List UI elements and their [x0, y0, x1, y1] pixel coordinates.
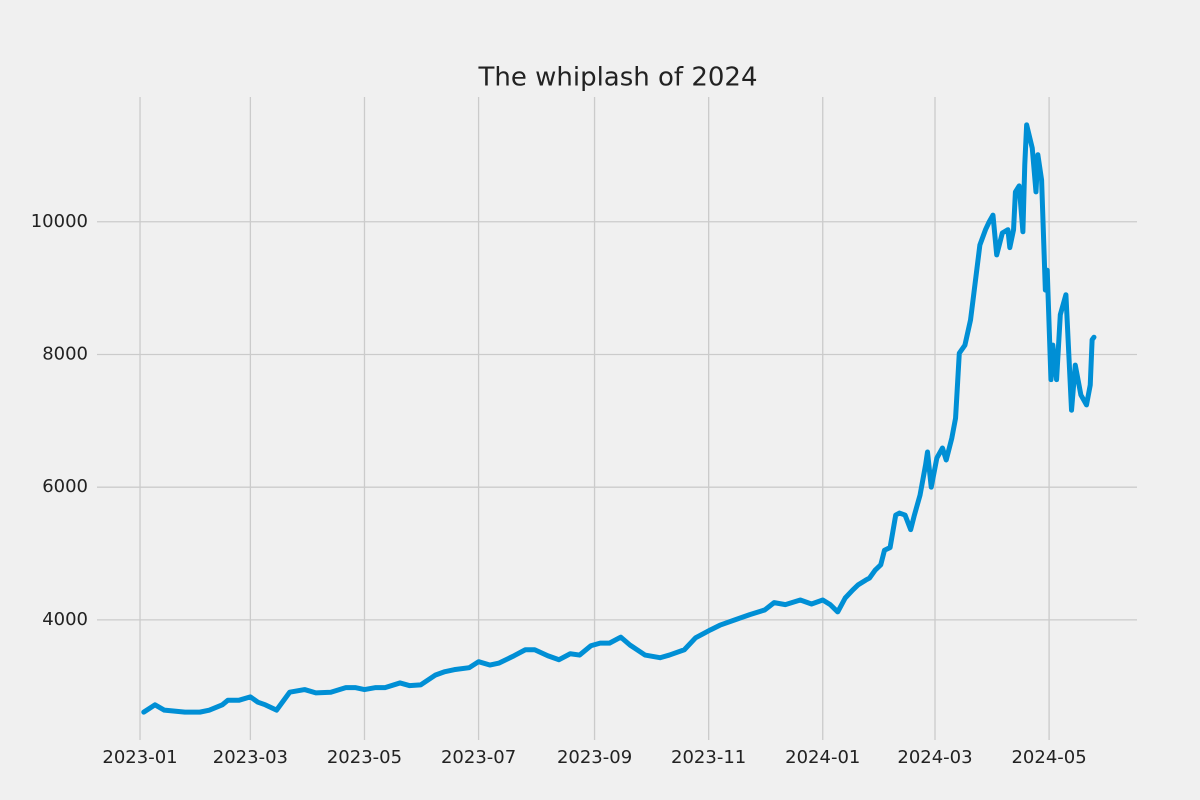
x-tick-label: 2023-05	[327, 747, 402, 768]
y-tick-label: 10000	[31, 211, 88, 232]
x-tick-label: 2023-01	[102, 747, 177, 768]
y-tick-label: 4000	[42, 609, 88, 630]
x-tick-label: 2023-09	[557, 747, 632, 768]
y-tick-label: 8000	[42, 343, 88, 364]
x-tick-label: 2024-05	[1011, 747, 1086, 768]
x-tick-label: 2024-01	[785, 747, 860, 768]
y-tick-label: 6000	[42, 476, 88, 497]
chart-title: The whiplash of 2024	[477, 63, 757, 93]
x-tick-label: 2023-03	[213, 747, 288, 768]
line	[141, 122, 1097, 715]
x-tick-label: 2023-07	[441, 747, 516, 768]
x-tick-label: 2023-11	[671, 747, 746, 768]
x-tick-label: 2024-03	[897, 747, 972, 768]
